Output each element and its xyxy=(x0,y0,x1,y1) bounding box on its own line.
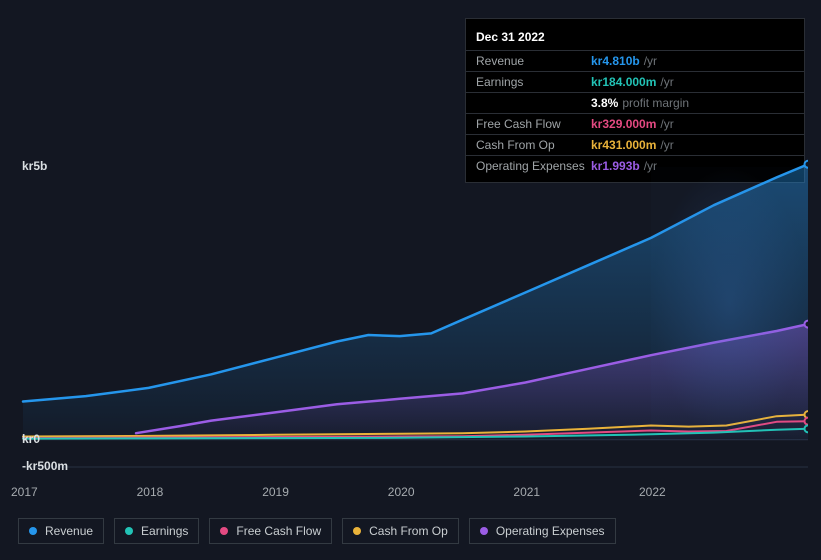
financials-area-chart[interactable] xyxy=(13,157,808,477)
legend-dot-icon xyxy=(353,527,361,535)
y-axis-label: kr0 xyxy=(22,432,40,446)
legend-item[interactable]: Cash From Op xyxy=(342,518,459,544)
y-axis-label: -kr500m xyxy=(22,459,68,473)
tooltip-row: Free Cash Flowkr329.000m/yr xyxy=(466,113,804,134)
tooltip-row: Cash From Opkr431.000m/yr xyxy=(466,134,804,155)
x-axis-label: 2019 xyxy=(262,485,289,499)
tooltip-row-value: 3.8% xyxy=(591,96,618,110)
x-axis-label: 2017 xyxy=(11,485,38,499)
tooltip-row: Revenuekr4.810b/yr xyxy=(466,50,804,71)
tooltip-row-suffix: /yr xyxy=(660,138,673,152)
legend-item-label: Operating Expenses xyxy=(496,524,605,538)
tooltip-row: 3.8% profit margin xyxy=(466,92,804,113)
tooltip-row-value: kr431.000m xyxy=(591,138,656,152)
tooltip-row-suffix: /yr xyxy=(644,54,657,68)
tooltip-row-label: Earnings xyxy=(476,75,591,89)
y-axis-label: kr5b xyxy=(22,159,47,173)
tooltip-row-value: kr4.810b xyxy=(591,54,640,68)
legend-dot-icon xyxy=(220,527,228,535)
legend-dot-icon xyxy=(125,527,133,535)
chart-legend: Revenue Earnings Free Cash Flow Cash From O… xyxy=(18,518,616,544)
tooltip-row-suffix: /yr xyxy=(660,117,673,131)
legend-dot-icon xyxy=(29,527,37,535)
x-axis-label: 2021 xyxy=(513,485,540,499)
legend-item-label: Cash From Op xyxy=(369,524,448,538)
legend-item[interactable]: Revenue xyxy=(18,518,104,544)
legend-item-label: Earnings xyxy=(141,524,188,538)
legend-item-label: Revenue xyxy=(45,524,93,538)
x-axis-label: 2020 xyxy=(388,485,415,499)
legend-item[interactable]: Earnings xyxy=(114,518,199,544)
legend-item[interactable]: Free Cash Flow xyxy=(209,518,332,544)
tooltip-row-suffix: /yr xyxy=(660,75,673,89)
x-axis-label: 2022 xyxy=(639,485,666,499)
tooltip-row-suffix: profit margin xyxy=(622,96,689,110)
tooltip-row-label xyxy=(476,96,591,110)
legend-dot-icon xyxy=(480,527,488,535)
legend-item-label: Free Cash Flow xyxy=(236,524,321,538)
tooltip-row: Earningskr184.000m/yr xyxy=(466,71,804,92)
x-axis-label: 2018 xyxy=(137,485,164,499)
tooltip-date: Dec 31 2022 xyxy=(466,27,804,50)
tooltip-row-label: Cash From Op xyxy=(476,138,591,152)
tooltip-row-value: kr329.000m xyxy=(591,117,656,131)
tooltip-row-value: kr184.000m xyxy=(591,75,656,89)
tooltip-row-label: Free Cash Flow xyxy=(476,117,591,131)
legend-item[interactable]: Operating Expenses xyxy=(469,518,616,544)
tooltip-row-label: Revenue xyxy=(476,54,591,68)
